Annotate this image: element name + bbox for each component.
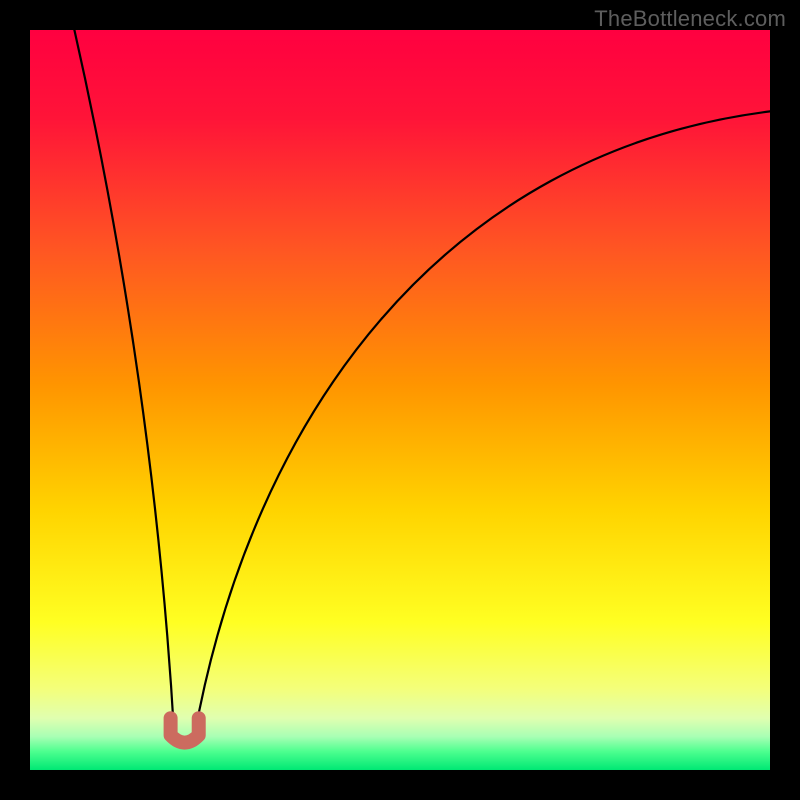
plot-area [30, 30, 770, 770]
curve-right-branch [194, 111, 770, 736]
curve-left-branch [74, 30, 174, 737]
watermark-text: TheBottleneck.com [594, 6, 786, 32]
bottleneck-curve [30, 30, 770, 770]
tip-marker [171, 718, 199, 742]
chart-frame [0, 0, 800, 800]
